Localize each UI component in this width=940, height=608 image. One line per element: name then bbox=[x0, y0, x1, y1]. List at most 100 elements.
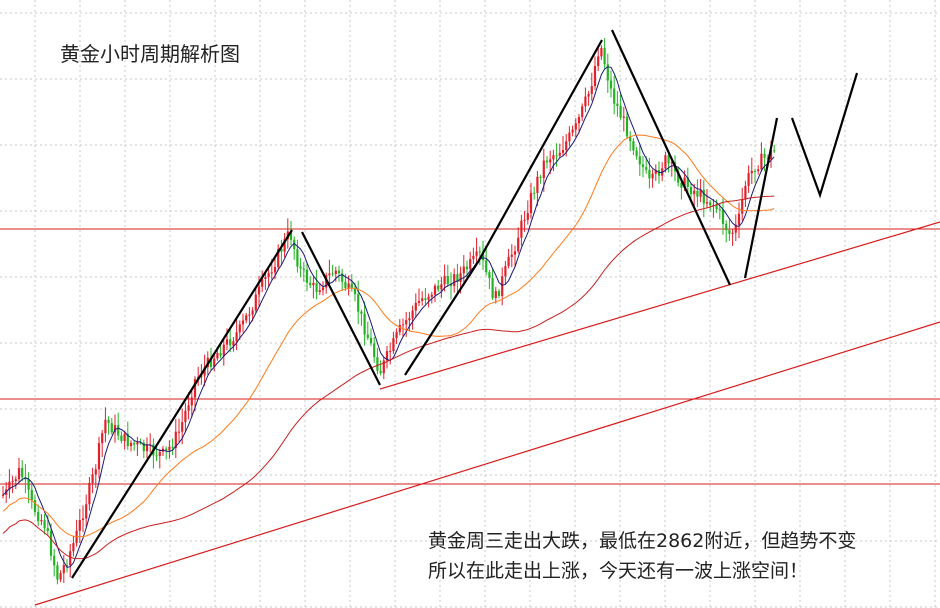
candle-body bbox=[449, 283, 453, 287]
candle-body bbox=[110, 423, 113, 433]
candle-body bbox=[33, 500, 37, 513]
candle-body bbox=[305, 269, 309, 283]
candle-body bbox=[117, 425, 120, 436]
pattern-line-1 bbox=[71, 229, 293, 579]
candle-body bbox=[168, 446, 171, 451]
candle-body bbox=[721, 209, 725, 224]
candle-body bbox=[616, 103, 619, 107]
candle-body bbox=[593, 66, 597, 87]
candle-body bbox=[94, 469, 97, 475]
candle-body bbox=[430, 294, 433, 297]
candle-body bbox=[373, 343, 376, 358]
candle-body bbox=[414, 302, 417, 311]
candle-body bbox=[561, 150, 565, 153]
candle-body bbox=[65, 565, 69, 567]
candle-body bbox=[331, 273, 334, 275]
candle-body bbox=[702, 189, 705, 204]
candle-body bbox=[504, 266, 507, 277]
candle-body bbox=[43, 520, 46, 529]
candle-body bbox=[235, 332, 238, 342]
candle-body bbox=[497, 291, 501, 296]
candle-body bbox=[104, 419, 107, 434]
candle-body bbox=[184, 410, 187, 423]
candle-body bbox=[440, 284, 443, 290]
candle-body bbox=[72, 543, 75, 552]
candle-body bbox=[462, 266, 465, 274]
candle-body bbox=[187, 405, 190, 411]
candle-body bbox=[1, 494, 5, 496]
candle-body bbox=[267, 272, 270, 278]
candle-body bbox=[648, 169, 651, 179]
candle-body bbox=[219, 352, 222, 356]
candle-body bbox=[545, 160, 549, 163]
candle-body bbox=[590, 86, 593, 94]
candle-body bbox=[603, 47, 606, 65]
candle-body bbox=[88, 482, 91, 505]
candle-body bbox=[709, 202, 712, 206]
candle-body bbox=[385, 351, 389, 361]
candle-body bbox=[328, 273, 331, 276]
candle-body bbox=[619, 106, 622, 118]
support-trendline-lower bbox=[34, 321, 940, 606]
candle-body bbox=[651, 173, 654, 179]
candle-body bbox=[123, 433, 126, 442]
candle-body bbox=[273, 267, 277, 273]
candle-body bbox=[654, 170, 657, 174]
candle-body bbox=[81, 518, 85, 520]
candle-body bbox=[478, 251, 481, 253]
candle-body bbox=[427, 296, 430, 300]
candle-body bbox=[341, 273, 344, 282]
candle-body bbox=[238, 324, 241, 333]
moving-average-slow bbox=[2, 195, 775, 560]
candle-body bbox=[581, 106, 584, 118]
candle-body bbox=[520, 220, 523, 238]
candle-body bbox=[229, 339, 232, 346]
candle-body bbox=[216, 352, 219, 359]
candle-body bbox=[641, 164, 645, 168]
candle-body bbox=[539, 176, 542, 179]
candle-body bbox=[507, 256, 510, 267]
candle-body bbox=[251, 310, 254, 315]
candle-body bbox=[14, 479, 17, 482]
candle-body bbox=[289, 231, 293, 240]
candle-body bbox=[568, 132, 571, 142]
candle-body bbox=[728, 230, 731, 234]
candle-body bbox=[437, 285, 440, 290]
candle-body bbox=[395, 332, 398, 339]
candle-body bbox=[638, 156, 641, 165]
candle-body bbox=[193, 379, 197, 398]
candle-body bbox=[485, 260, 488, 273]
candle-body bbox=[513, 251, 517, 255]
candle-body bbox=[501, 276, 504, 296]
candle-body bbox=[120, 435, 123, 442]
candle-body bbox=[705, 202, 709, 204]
candle-body bbox=[245, 315, 248, 321]
candle-body bbox=[363, 313, 366, 335]
moving-average-mid bbox=[2, 134, 775, 538]
candle-body bbox=[469, 259, 472, 270]
analysis-note-line-1: 黄金周三走出大跌，最低在2862附近，但趋势不变 bbox=[428, 530, 857, 552]
candle-body bbox=[571, 129, 574, 133]
candle-body bbox=[181, 422, 184, 432]
candle-body bbox=[334, 270, 337, 274]
candle-body bbox=[133, 442, 136, 445]
candle-body bbox=[53, 555, 56, 566]
candle-body bbox=[347, 283, 350, 288]
candle-body bbox=[158, 451, 161, 456]
candle-body bbox=[145, 445, 149, 452]
candle-body bbox=[494, 291, 497, 298]
candle-body bbox=[142, 442, 145, 452]
candle-body bbox=[750, 170, 753, 174]
candle-body bbox=[552, 155, 555, 160]
candle-body bbox=[225, 339, 229, 345]
candle-body bbox=[606, 64, 609, 81]
candle-body bbox=[17, 467, 21, 480]
pattern-line-6 bbox=[790, 72, 859, 199]
candle-body bbox=[209, 357, 213, 367]
candle-body bbox=[453, 274, 456, 287]
candle-body bbox=[613, 88, 616, 104]
candle-body bbox=[49, 530, 53, 556]
candle-body bbox=[213, 358, 216, 367]
candle-body bbox=[769, 150, 773, 160]
